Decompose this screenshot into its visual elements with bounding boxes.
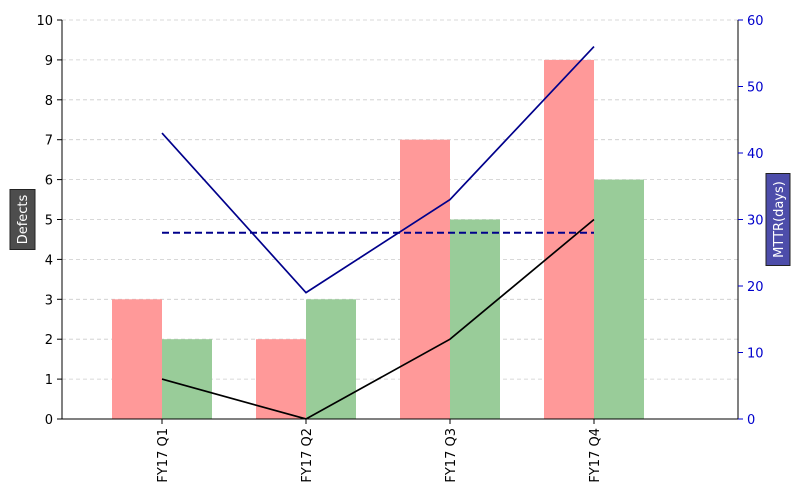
axes: 0 1 2 3 4 5 6 7 8 9 10 0 10 20 30 40 50 60 FY17 Q1 FY17 Q2 F…	[36, 14, 763, 483]
right-tick-label: 0	[747, 413, 755, 428]
bar-series-1-fy17-q3	[400, 139, 450, 419]
bar-series-2-fy17-q4	[594, 179, 644, 419]
left-tick-label: 3	[45, 293, 53, 308]
bar-series-2-fy17-q1	[162, 339, 212, 419]
x-tick-label: FY17 Q1	[156, 428, 171, 483]
right-axis-label: MTTR(days)	[772, 181, 787, 258]
axis-labels: Defects MTTR(days)	[9, 173, 791, 266]
left-tick-label: 1	[45, 373, 53, 388]
bar-series	[112, 59, 644, 420]
left-tick-label: 4	[45, 253, 53, 268]
x-tick-label: FY17 Q4	[588, 428, 603, 483]
right-tick-label: 50	[747, 81, 764, 96]
bar-series-1-fy17-q1	[112, 299, 162, 419]
right-tick-label: 40	[747, 147, 764, 162]
left-tick-label: 7	[45, 134, 53, 149]
x-tick-label: FY17 Q2	[300, 428, 315, 483]
line-series-1	[161, 218, 595, 420]
left-tick-label: 5	[45, 214, 53, 229]
left-tick-label: 6	[45, 174, 53, 189]
left-tick-label: 8	[45, 94, 53, 109]
right-axis-label-box	[765, 173, 791, 266]
left-axis-label: Defects	[16, 194, 31, 244]
bar-series-1-fy17-q2	[256, 339, 306, 419]
right-tick-label: 10	[747, 347, 764, 362]
line-series	[161, 46, 595, 420]
left-axis-label-box	[9, 189, 36, 250]
line-series-2	[161, 46, 595, 294]
bar-series-2-fy17-q2	[306, 299, 356, 419]
right-tick-label: 30	[747, 214, 764, 229]
left-tick-label: 9	[45, 54, 53, 69]
left-tick-label: 0	[45, 413, 53, 428]
left-tick-label: 2	[45, 333, 53, 348]
right-tick-label: 20	[747, 280, 764, 295]
right-tick-label: 60	[747, 14, 764, 29]
x-tick-label: FY17 Q3	[444, 428, 459, 483]
left-tick-label: 10	[36, 14, 53, 29]
